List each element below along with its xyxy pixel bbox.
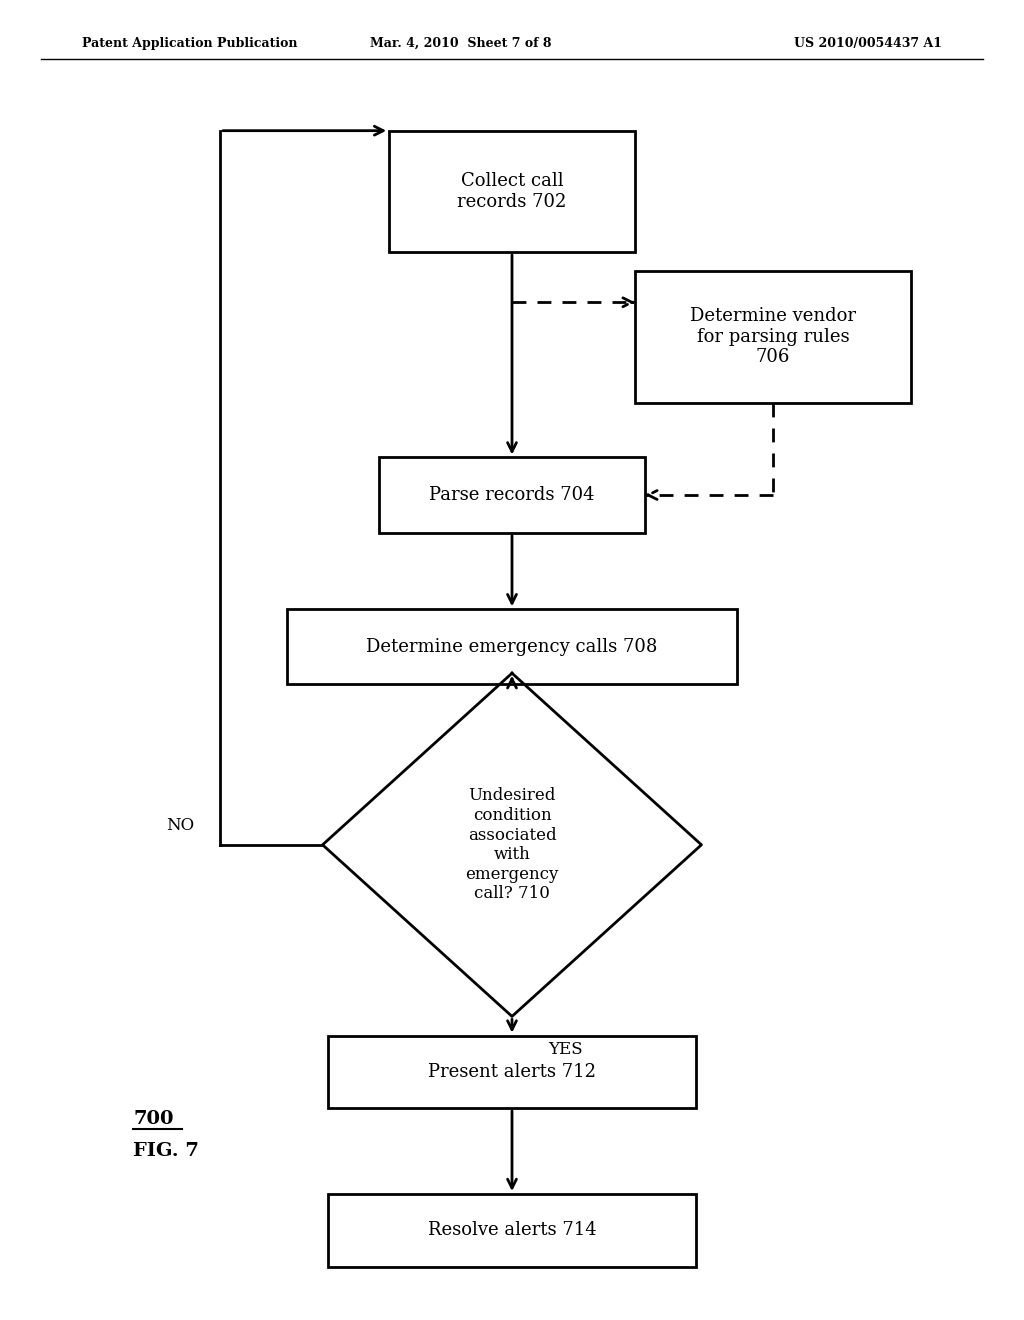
FancyBboxPatch shape: [379, 457, 645, 532]
FancyBboxPatch shape: [328, 1193, 696, 1267]
Text: Patent Application Publication: Patent Application Publication: [82, 37, 297, 50]
Text: NO: NO: [167, 817, 195, 833]
Text: Collect call
records 702: Collect call records 702: [458, 172, 566, 211]
Text: Undesired
condition
associated
with
emergency
call? 710: Undesired condition associated with emer…: [465, 787, 559, 903]
Polygon shape: [323, 673, 701, 1016]
FancyBboxPatch shape: [389, 131, 635, 252]
Text: Mar. 4, 2010  Sheet 7 of 8: Mar. 4, 2010 Sheet 7 of 8: [370, 37, 552, 50]
Text: Present alerts 712: Present alerts 712: [428, 1063, 596, 1081]
Text: Determine emergency calls 708: Determine emergency calls 708: [367, 638, 657, 656]
FancyBboxPatch shape: [328, 1035, 696, 1109]
Text: Determine vendor
for parsing rules
706: Determine vendor for parsing rules 706: [690, 306, 856, 367]
FancyBboxPatch shape: [287, 610, 737, 685]
Text: FIG. 7: FIG. 7: [133, 1142, 199, 1160]
Text: Parse records 704: Parse records 704: [429, 486, 595, 504]
Text: US 2010/0054437 A1: US 2010/0054437 A1: [794, 37, 942, 50]
Text: 700: 700: [133, 1110, 174, 1129]
Text: YES: YES: [548, 1041, 583, 1057]
FancyBboxPatch shape: [635, 271, 911, 403]
Text: Resolve alerts 714: Resolve alerts 714: [428, 1221, 596, 1239]
